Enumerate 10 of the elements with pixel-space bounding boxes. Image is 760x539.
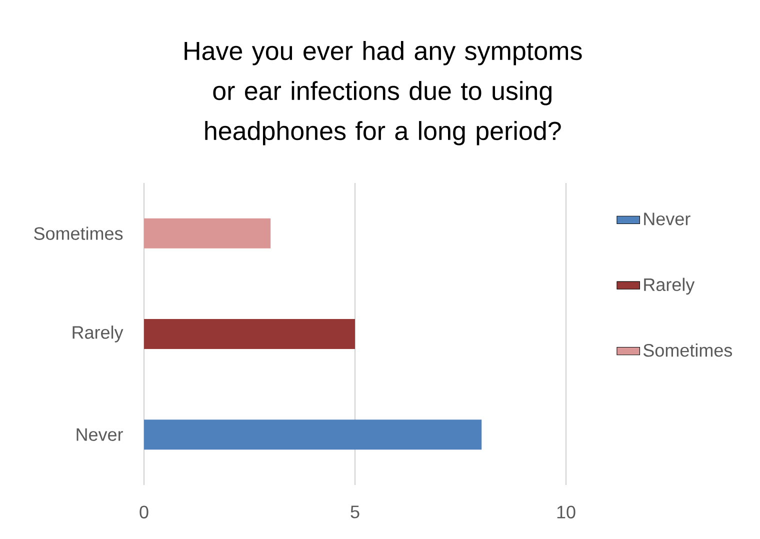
y-tick-label: Sometimes — [34, 226, 123, 240]
legend-label: Never — [644, 212, 690, 226]
x-tick-label: 10 — [557, 506, 576, 518]
legend-label: Rarely — [644, 278, 695, 295]
x-tick-label: 5 — [350, 506, 360, 518]
y-tick-label: Never — [76, 428, 123, 441]
legend-label: Sometimes — [643, 344, 732, 357]
chart-title: Have you ever had any symptoms or ear infections due to using headphones for a long period? — [184, 41, 582, 146]
y-tick-label: Rarely — [72, 326, 124, 342]
x-tick-label: 0 — [140, 506, 148, 518]
